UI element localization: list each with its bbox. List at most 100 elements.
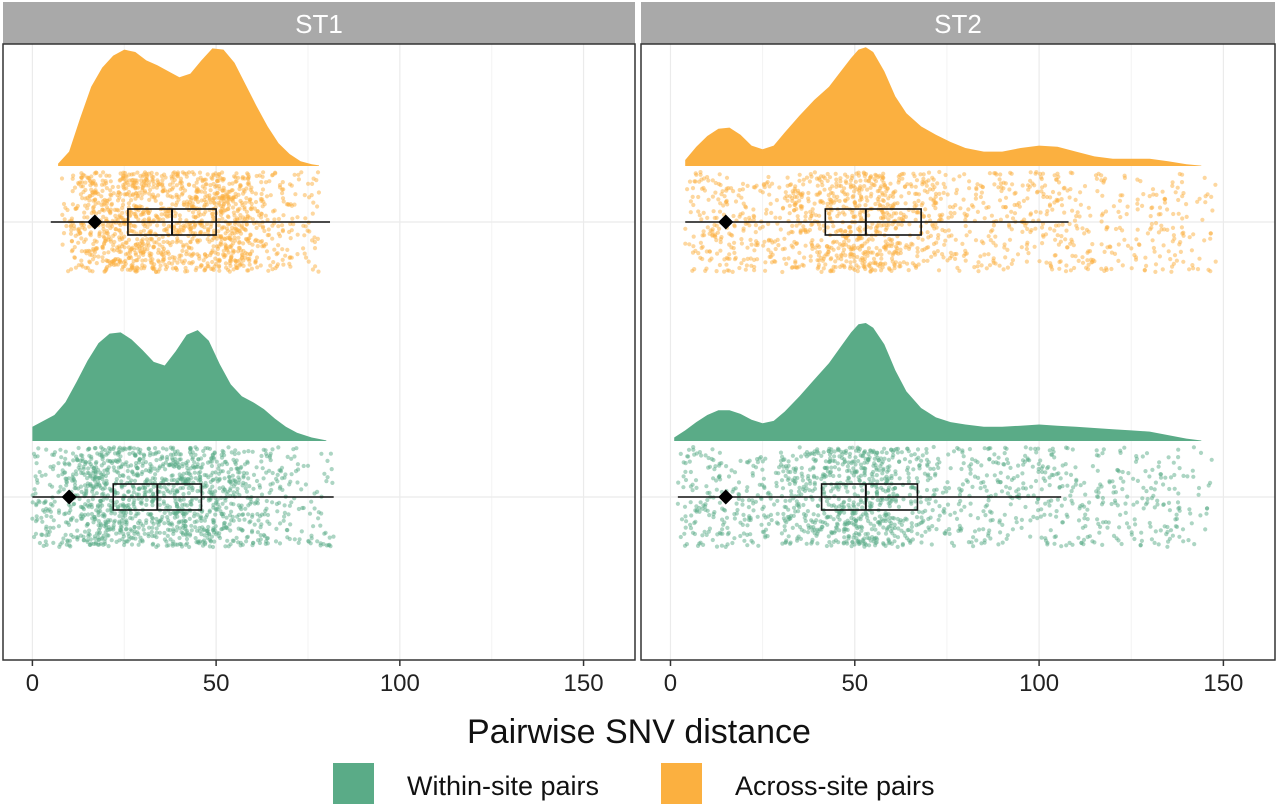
data-point <box>687 242 692 247</box>
data-point <box>104 201 109 206</box>
data-point <box>1162 524 1167 529</box>
data-point <box>901 171 906 176</box>
data-point <box>796 509 801 514</box>
data-point <box>94 170 99 176</box>
data-point <box>189 195 194 201</box>
data-point <box>167 256 172 261</box>
data-point <box>199 518 204 524</box>
data-point <box>785 175 790 180</box>
data-point <box>1040 185 1045 190</box>
data-point <box>805 530 811 535</box>
data-point <box>220 462 225 467</box>
data-point <box>184 242 189 247</box>
data-point <box>171 531 176 537</box>
data-point <box>231 518 236 523</box>
data-point <box>918 172 923 177</box>
data-point <box>732 250 737 255</box>
data-point <box>915 210 920 215</box>
data-point <box>766 174 771 180</box>
data-point <box>775 498 780 503</box>
data-point <box>795 538 800 543</box>
data-point <box>108 188 113 193</box>
data-point <box>796 534 801 539</box>
data-point <box>121 503 126 508</box>
data-point <box>232 213 237 218</box>
data-point <box>186 245 191 250</box>
data-point <box>202 225 207 230</box>
data-point <box>286 512 291 517</box>
data-point <box>154 530 159 535</box>
data-point <box>760 459 765 464</box>
data-point <box>30 500 35 505</box>
data-point <box>270 173 275 178</box>
data-point <box>825 178 830 183</box>
data-point <box>825 469 831 474</box>
data-point <box>851 500 856 505</box>
data-point <box>896 180 901 185</box>
data-point <box>1052 173 1057 178</box>
data-point <box>270 470 275 476</box>
data-point <box>213 512 218 517</box>
data-point <box>1171 460 1176 465</box>
data-point <box>60 242 65 247</box>
data-point <box>167 463 172 468</box>
data-point <box>189 253 194 258</box>
data-point <box>222 487 227 492</box>
data-point <box>1168 528 1174 533</box>
data-point <box>261 447 266 452</box>
data-point <box>252 501 257 506</box>
data-point <box>1007 187 1012 192</box>
data-point <box>960 482 966 487</box>
data-point <box>133 453 138 458</box>
x-tick-label: 50 <box>203 670 230 697</box>
data-point <box>173 211 178 216</box>
data-point <box>1170 225 1176 230</box>
data-point <box>44 533 49 538</box>
data-point <box>93 198 98 203</box>
data-point <box>172 177 177 182</box>
data-point <box>222 476 227 481</box>
data-point <box>889 268 894 273</box>
data-point <box>240 176 245 181</box>
data-point <box>1170 180 1175 185</box>
data-point <box>960 448 965 453</box>
data-point <box>194 180 199 185</box>
data-point <box>913 499 918 504</box>
data-point <box>715 251 720 256</box>
data-point <box>1158 528 1163 533</box>
data-point <box>1140 203 1145 208</box>
data-point <box>124 526 129 532</box>
data-point <box>997 518 1002 523</box>
data-point <box>49 514 54 519</box>
data-point <box>127 451 132 456</box>
data-point <box>1040 469 1045 475</box>
data-point <box>1153 262 1159 267</box>
data-point <box>895 241 900 246</box>
data-point <box>819 453 824 458</box>
data-point <box>833 171 838 176</box>
data-point <box>846 244 852 249</box>
data-point <box>964 233 969 238</box>
data-point <box>137 487 142 492</box>
data-point <box>156 236 161 242</box>
data-point <box>803 210 809 215</box>
data-point <box>776 243 781 248</box>
data-point <box>203 515 209 520</box>
data-point <box>937 169 942 175</box>
data-point <box>1125 494 1130 499</box>
data-point <box>288 221 293 227</box>
data-point <box>210 478 215 483</box>
data-point <box>936 233 941 238</box>
data-point <box>84 248 89 254</box>
data-point <box>1039 225 1045 230</box>
data-point <box>281 213 286 218</box>
data-point <box>268 458 273 463</box>
data-point <box>147 197 152 202</box>
data-point <box>82 215 87 220</box>
data-point <box>767 192 772 197</box>
data-point <box>289 228 294 233</box>
data-point <box>72 482 78 487</box>
data-point <box>1181 473 1186 478</box>
data-point <box>220 448 225 454</box>
data-point <box>170 473 175 478</box>
